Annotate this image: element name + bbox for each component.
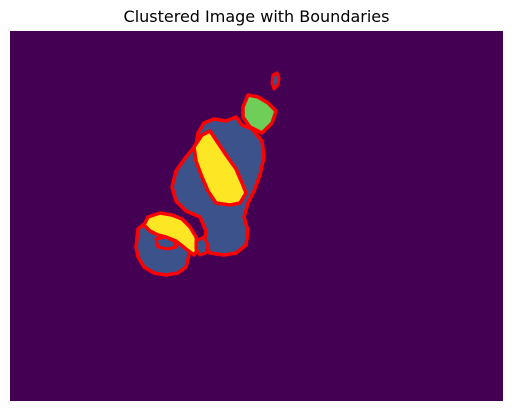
background-cluster bbox=[10, 31, 503, 401]
green-cluster-region bbox=[241, 93, 278, 135]
clustered-image bbox=[10, 31, 503, 401]
lower-notch-region bbox=[154, 235, 178, 251]
clustered-image-canvas bbox=[10, 31, 503, 401]
lower-yellow-cluster-region bbox=[142, 211, 200, 257]
small-speck-region bbox=[270, 71, 281, 91]
connector-region bbox=[194, 235, 210, 257]
upper-yellow-cluster-region bbox=[192, 129, 248, 207]
figure-title: Clustered Image with Boundaries bbox=[123, 7, 390, 26]
